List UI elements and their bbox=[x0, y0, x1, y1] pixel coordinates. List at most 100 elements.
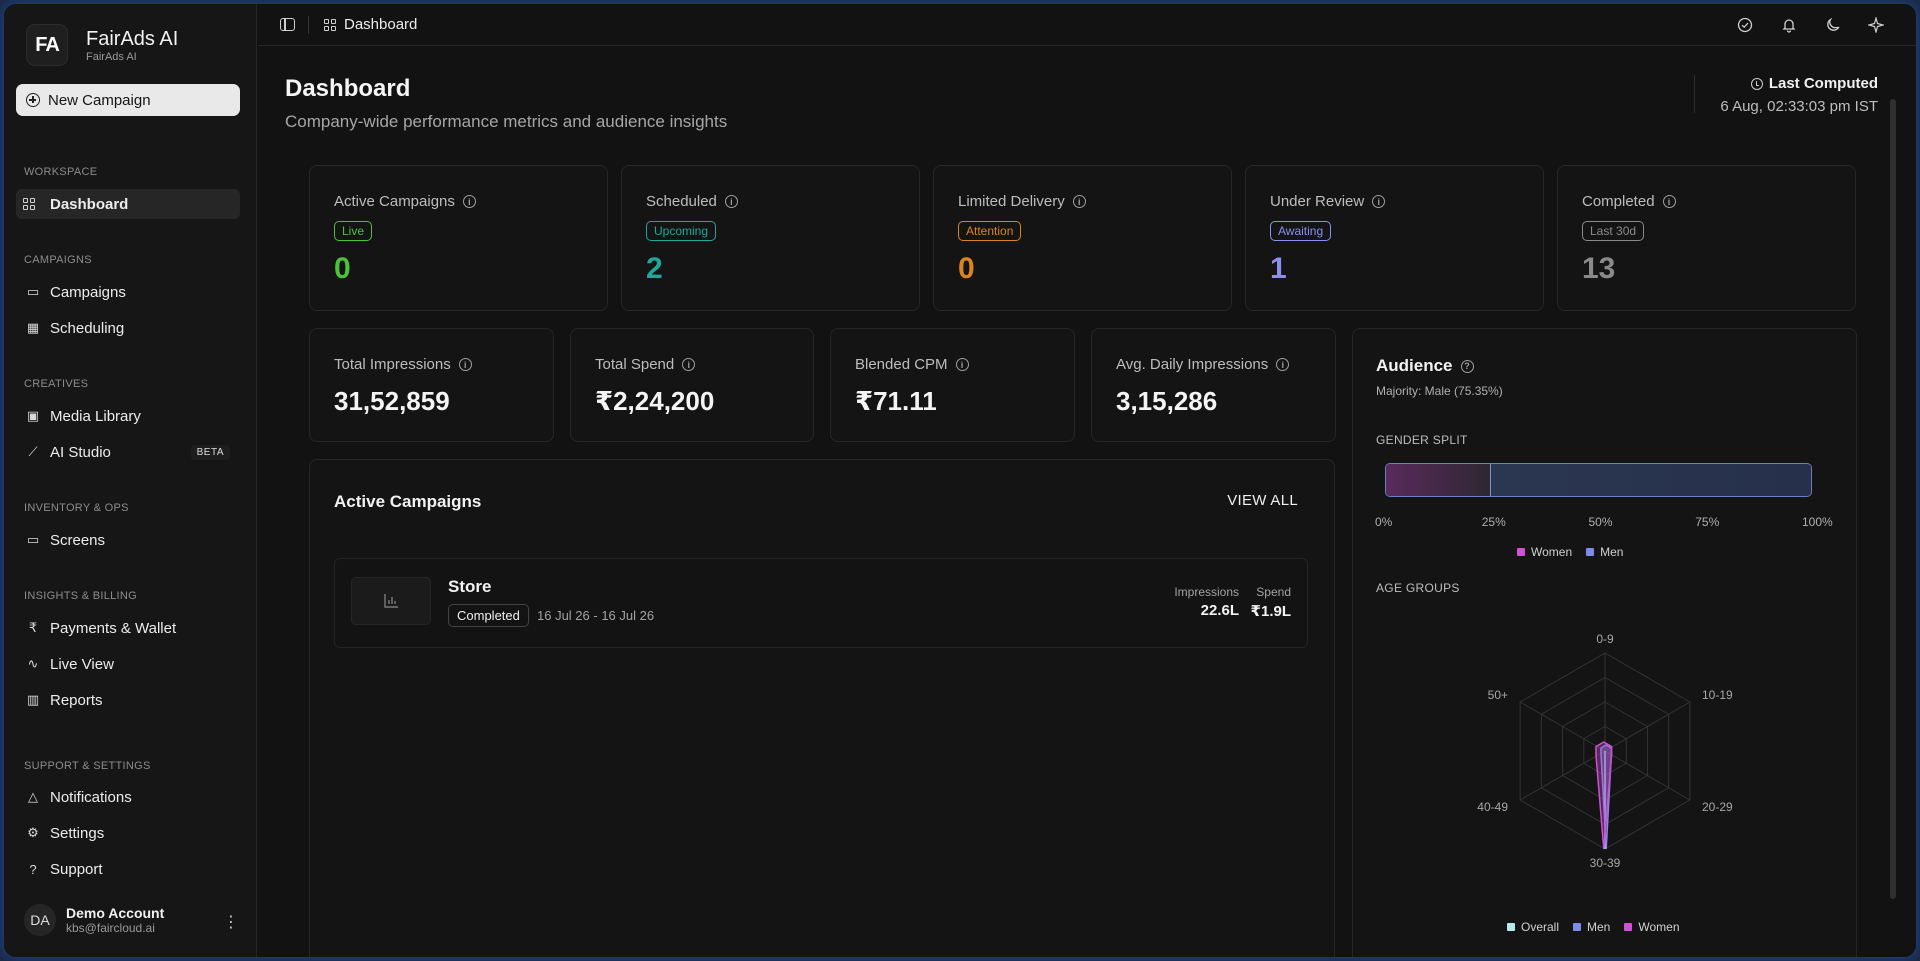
rupee-icon: ₹ bbox=[28, 620, 38, 635]
spend-label: Spend bbox=[1256, 585, 1291, 599]
impressions-value: 22.6L bbox=[1200, 602, 1239, 619]
audience-card: Audience ? Majority: Male (75.35%) GENDE… bbox=[1352, 328, 1857, 957]
gender-tick-label: 50% bbox=[1588, 515, 1613, 529]
info-icon[interactable]: i bbox=[1372, 195, 1386, 208]
brand-subtitle: FairAds AI bbox=[86, 51, 137, 63]
sidebar-item-label: Payments & Wallet bbox=[50, 619, 177, 637]
beta-badge: BETA bbox=[190, 444, 230, 460]
new-campaign-label: New Campaign bbox=[48, 91, 151, 109]
bar-chart-icon: ▥ bbox=[26, 692, 40, 707]
breadcrumb[interactable]: Dashboard bbox=[324, 16, 417, 33]
sidebar-item-ai-studio[interactable]: ⟋ AI Studio BETA bbox=[16, 437, 240, 467]
sidebar-item-reports[interactable]: ▥ Reports bbox=[16, 685, 240, 715]
stat-badge: Upcoming bbox=[646, 221, 717, 241]
gender-legend: Women Men bbox=[1503, 545, 1623, 559]
plus-circle-icon bbox=[26, 93, 40, 107]
stat-title-text: Completed bbox=[1582, 193, 1655, 210]
info-icon[interactable]: i bbox=[682, 358, 696, 371]
sparkle-icon[interactable] bbox=[1867, 16, 1885, 34]
wand-icon: ⟋ bbox=[28, 444, 38, 459]
divider bbox=[308, 16, 309, 34]
sidebar-item-dashboard[interactable]: Dashboard bbox=[16, 189, 240, 219]
sidebar-item-campaigns[interactable]: ▭ Campaigns bbox=[16, 277, 240, 307]
legend-women: Women bbox=[1638, 920, 1680, 934]
radar-axis-label: 10-19 bbox=[1702, 688, 1733, 702]
sidebar-item-support[interactable]: ? Support bbox=[16, 854, 240, 884]
nav-section-support: SUPPORT & SETTINGS bbox=[24, 760, 151, 772]
info-icon[interactable]: i bbox=[462, 195, 476, 208]
audience-majority: Majority: Male (75.35%) bbox=[1376, 384, 1503, 398]
activity-icon: ∿ bbox=[27, 656, 39, 671]
stat-title: Scheduled i bbox=[646, 193, 738, 210]
scrollbar[interactable] bbox=[1890, 99, 1896, 899]
sidebar-item-settings[interactable]: ⚙ Settings bbox=[16, 818, 240, 848]
divider bbox=[1694, 75, 1696, 113]
image-icon: ▣ bbox=[26, 408, 40, 423]
avatar: DA bbox=[24, 904, 56, 936]
sidebar-item-label: Media Library bbox=[50, 407, 141, 425]
grid-icon bbox=[23, 197, 40, 211]
stat-title-text: Limited Delivery bbox=[958, 193, 1065, 210]
stat-badge: Attention bbox=[958, 221, 1022, 241]
bell-icon[interactable] bbox=[1780, 16, 1798, 34]
info-icon[interactable]: i bbox=[1662, 195, 1676, 208]
account-menu[interactable]: DA Demo Account kbs@faircloud.ai ⋮ bbox=[24, 904, 239, 936]
info-icon[interactable]: i bbox=[1276, 358, 1290, 371]
metric-card: Total Impressions i 31,52,859 bbox=[309, 328, 554, 442]
age-radar-chart: 0-9 10-19 20-29 30-39 40-49 50+ bbox=[1477, 632, 1733, 870]
sidebar-item-notifications[interactable]: △ Notifications bbox=[16, 782, 240, 812]
moon-icon[interactable] bbox=[1824, 16, 1842, 34]
metric-title-text: Total Spend bbox=[595, 356, 675, 373]
sidebar-item-label: Reports bbox=[50, 691, 103, 709]
sidebar-item-scheduling[interactable]: ▦ Scheduling bbox=[16, 313, 240, 343]
stat-value: 2 bbox=[646, 252, 663, 285]
legend-swatch-men bbox=[1586, 548, 1595, 556]
brand[interactable]: FA FairAds AI FairAds AI bbox=[26, 24, 178, 66]
check-circle-icon[interactable] bbox=[1736, 16, 1754, 34]
stat-value: 0 bbox=[334, 252, 351, 285]
info-icon[interactable]: i bbox=[955, 358, 969, 371]
metric-card: Blended CPM i ₹71.11 bbox=[830, 328, 1075, 442]
info-icon[interactable]: i bbox=[458, 358, 472, 371]
sidebar-item-payments[interactable]: ₹ Payments & Wallet bbox=[16, 613, 240, 643]
view-all-link[interactable]: VIEW ALL bbox=[1227, 492, 1298, 509]
radar-axis-label: 0-9 bbox=[1596, 632, 1614, 646]
sidebar-item-screens[interactable]: ▭ Screens bbox=[16, 525, 240, 555]
bar-chart-icon bbox=[351, 577, 431, 625]
stat-title: Under Review i bbox=[1270, 193, 1386, 210]
metric-card: Avg. Daily Impressions i 3,15,286 bbox=[1091, 328, 1336, 442]
campaign-row[interactable]: Store Completed 16 Jul 26 - 16 Jul 26 Im… bbox=[334, 558, 1308, 648]
radar-axis-label: 40-49 bbox=[1477, 800, 1508, 814]
grid-icon bbox=[324, 18, 336, 31]
bell-icon: △ bbox=[28, 789, 38, 804]
sidebar-item-media-library[interactable]: ▣ Media Library bbox=[16, 401, 240, 431]
stat-title: Limited Delivery i bbox=[958, 193, 1086, 210]
sidebar-item-live-view[interactable]: ∿ Live View bbox=[16, 649, 240, 679]
page-title: Dashboard bbox=[285, 75, 411, 102]
main-content: Dashboard Company-wide performance metri… bbox=[258, 47, 1898, 957]
stat-card: Limited Delivery i Attention 0 bbox=[933, 165, 1232, 311]
stat-badge: Awaiting bbox=[1270, 221, 1332, 241]
stat-title-text: Active Campaigns bbox=[334, 193, 455, 210]
monitor-icon: ▭ bbox=[26, 532, 40, 547]
active-campaigns-card: Active Campaigns VIEW ALL Store Complete… bbox=[309, 459, 1335, 957]
last-computed-time: 6 Aug, 02:33:03 pm IST bbox=[1720, 98, 1878, 115]
campaign-name: Store bbox=[448, 577, 492, 596]
sidebar-item-label: Scheduling bbox=[50, 319, 125, 337]
new-campaign-button[interactable]: New Campaign bbox=[16, 84, 240, 116]
metric-title-text: Total Impressions bbox=[334, 356, 451, 373]
brand-name: FairAds AI bbox=[86, 28, 179, 50]
campaign-spend: Spend ₹1.9L bbox=[1251, 585, 1291, 620]
sidebar-item-label: Dashboard bbox=[50, 195, 129, 213]
gender-tick-label: 0% bbox=[1375, 515, 1393, 529]
stat-card: Under Review i Awaiting 1 bbox=[1245, 165, 1544, 311]
metric-value: 31,52,859 bbox=[334, 386, 450, 416]
more-vertical-icon[interactable]: ⋮ bbox=[223, 914, 239, 931]
help-icon[interactable]: ? bbox=[1460, 359, 1474, 373]
info-icon[interactable]: i bbox=[724, 195, 738, 208]
sidebar-toggle-icon[interactable] bbox=[280, 18, 295, 31]
legend-men: Men bbox=[1600, 545, 1624, 559]
info-icon[interactable]: i bbox=[1072, 195, 1086, 208]
stat-title-text: Under Review bbox=[1270, 193, 1365, 210]
stat-title-text: Scheduled bbox=[646, 193, 717, 210]
